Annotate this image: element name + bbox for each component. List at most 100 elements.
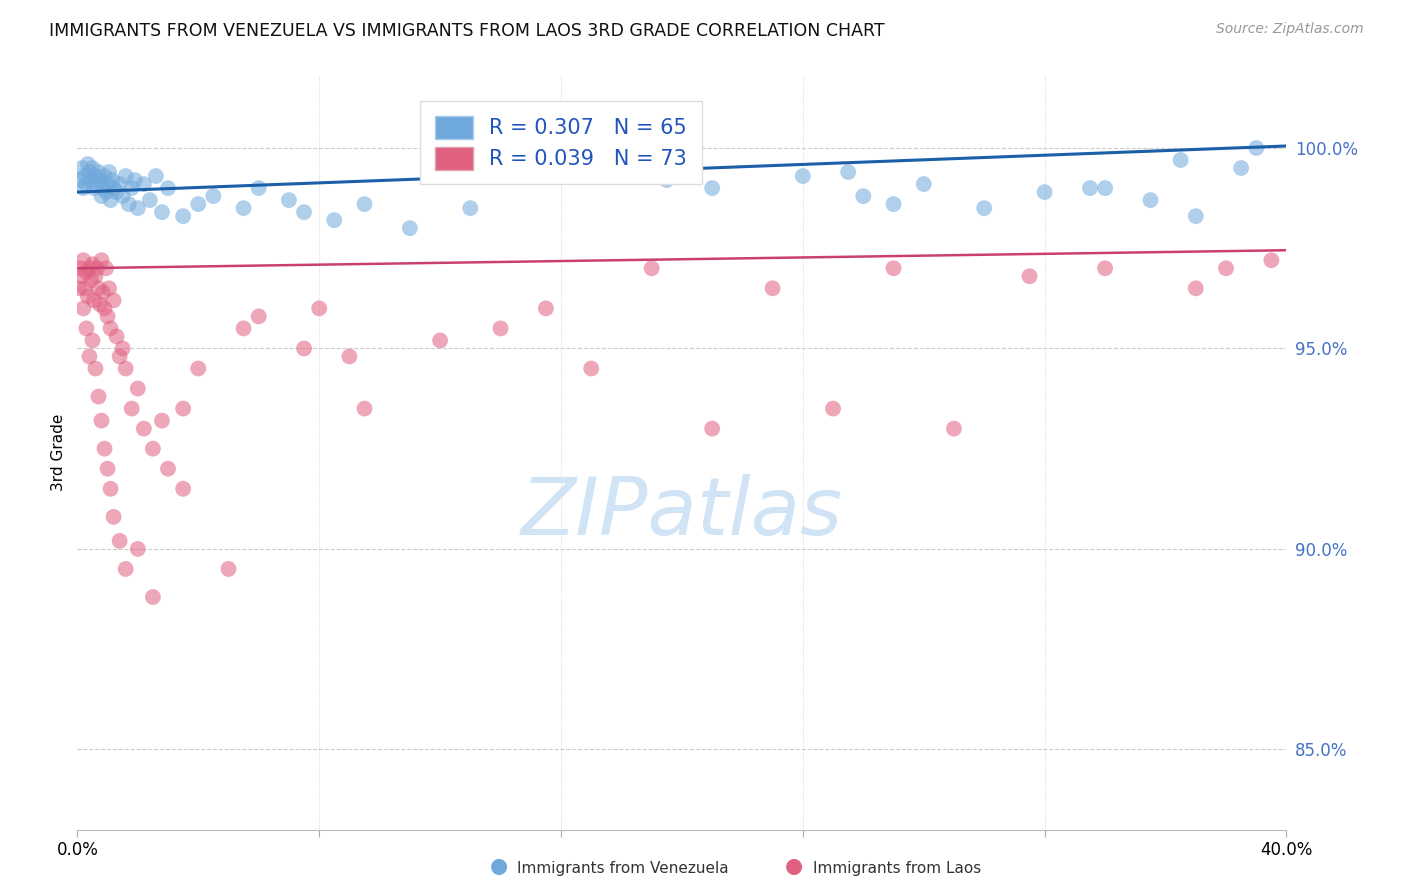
Point <box>103 181 125 195</box>
Point <box>157 181 180 195</box>
Point <box>91 285 114 300</box>
Point <box>1230 161 1253 175</box>
Point <box>323 213 346 227</box>
Point <box>610 149 633 163</box>
Point <box>1018 269 1040 284</box>
Text: Immigrants from Laos: Immigrants from Laos <box>813 861 981 876</box>
Point <box>108 533 131 548</box>
Point <box>101 173 124 187</box>
Point <box>70 161 93 175</box>
Point <box>105 329 128 343</box>
Point <box>96 177 118 191</box>
Point <box>127 541 149 556</box>
Point <box>100 193 122 207</box>
Point <box>75 321 97 335</box>
Point <box>821 401 844 416</box>
Point <box>353 197 375 211</box>
Text: ZIPatlas: ZIPatlas <box>520 474 844 552</box>
Point <box>292 205 315 219</box>
Point <box>86 261 108 276</box>
Point <box>150 414 173 428</box>
Point <box>90 189 112 203</box>
Point <box>837 165 859 179</box>
Point <box>82 257 104 271</box>
Point <box>121 181 143 195</box>
Point <box>72 181 94 195</box>
Point <box>96 461 118 475</box>
Point <box>1078 181 1101 195</box>
Point <box>94 185 117 199</box>
Point <box>655 173 678 187</box>
Point <box>458 201 481 215</box>
Point <box>77 157 100 171</box>
Point <box>127 382 149 396</box>
Point <box>581 361 603 376</box>
Point <box>73 169 96 183</box>
Point <box>103 293 125 308</box>
Point <box>87 281 110 295</box>
Point <box>94 261 117 276</box>
Point <box>142 590 165 604</box>
Point <box>1033 185 1056 199</box>
Text: IMMIGRANTS FROM VENEZUELA VS IMMIGRANTS FROM LAOS 3RD GRADE CORRELATION CHART: IMMIGRANTS FROM VENEZUELA VS IMMIGRANTS … <box>49 22 884 40</box>
Point <box>114 169 136 183</box>
Point <box>429 334 451 348</box>
Point <box>145 169 167 183</box>
Point <box>308 301 330 316</box>
Point <box>118 197 141 211</box>
Point <box>89 297 111 311</box>
Point <box>83 293 105 308</box>
Point <box>75 177 97 191</box>
Point <box>912 177 935 191</box>
Point <box>83 181 105 195</box>
Point <box>93 169 115 183</box>
Point <box>84 269 107 284</box>
Point <box>172 209 194 223</box>
Point <box>641 261 664 276</box>
Point <box>1246 141 1268 155</box>
Point <box>69 173 91 187</box>
Point <box>150 205 173 219</box>
Legend: R = 0.307   N = 65, R = 0.039   N = 73: R = 0.307 N = 65, R = 0.039 N = 73 <box>420 102 702 185</box>
Point <box>792 169 814 183</box>
Point <box>292 342 315 356</box>
Point <box>883 197 905 211</box>
Point <box>105 185 128 199</box>
Point <box>142 442 165 456</box>
Point <box>93 301 115 316</box>
Point <box>73 281 96 295</box>
Point <box>353 401 375 416</box>
Point <box>114 562 136 576</box>
Point <box>98 165 121 179</box>
Point <box>172 401 194 416</box>
Point <box>232 201 254 215</box>
Point <box>139 193 162 207</box>
Point <box>702 181 724 195</box>
Point <box>72 253 94 268</box>
Point <box>132 177 155 191</box>
Point <box>96 310 118 324</box>
Point <box>1139 193 1161 207</box>
Point <box>1215 261 1237 276</box>
Point <box>973 201 995 215</box>
Y-axis label: 3rd Grade: 3rd Grade <box>51 414 66 491</box>
Point <box>124 173 146 187</box>
Point <box>80 173 103 187</box>
Point <box>202 189 225 203</box>
Point <box>70 269 93 284</box>
Point <box>90 414 112 428</box>
Point <box>114 361 136 376</box>
Point <box>399 221 422 235</box>
Text: ●: ● <box>491 856 508 876</box>
Point <box>121 401 143 416</box>
Point <box>232 321 254 335</box>
Point <box>69 261 91 276</box>
Point <box>943 422 966 436</box>
Point <box>80 273 103 287</box>
Point <box>172 482 194 496</box>
Point <box>111 342 134 356</box>
Point <box>89 173 111 187</box>
Point <box>702 422 724 436</box>
Point <box>79 261 101 276</box>
Point <box>762 281 785 295</box>
